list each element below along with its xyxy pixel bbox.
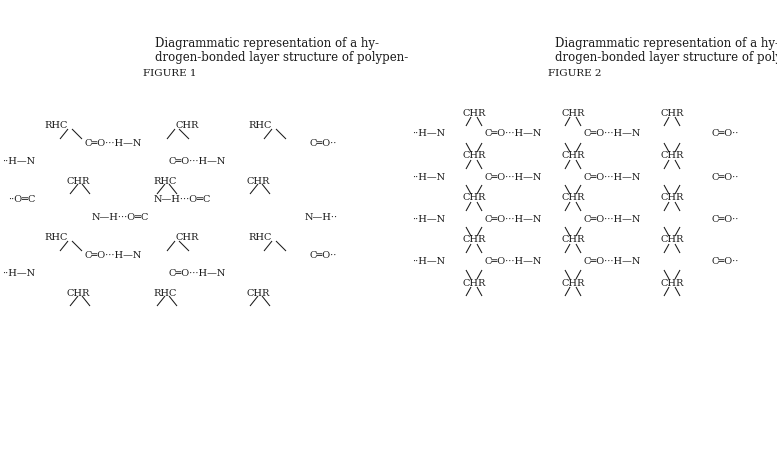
Text: C═O··: C═O·· bbox=[712, 258, 740, 267]
Text: CHR: CHR bbox=[660, 279, 684, 287]
Text: ··H—N: ··H—N bbox=[412, 258, 445, 267]
Text: CHR: CHR bbox=[462, 109, 486, 118]
Text: CHR: CHR bbox=[175, 234, 198, 243]
Text: FIGURE 2: FIGURE 2 bbox=[549, 69, 601, 78]
Text: C═O··: C═O·· bbox=[712, 129, 740, 138]
Text: CHR: CHR bbox=[66, 289, 89, 298]
Text: C═O···H—N: C═O···H—N bbox=[584, 258, 641, 267]
Text: drogen-bonded layer structure of polypen-: drogen-bonded layer structure of polypen… bbox=[555, 51, 777, 64]
Text: C═O··: C═O·· bbox=[310, 139, 337, 148]
Text: RHC: RHC bbox=[44, 121, 68, 130]
Text: C═O··: C═O·· bbox=[712, 215, 740, 224]
Text: C═O··: C═O·· bbox=[310, 250, 337, 259]
Text: Diagrammatic representation of a hy-: Diagrammatic representation of a hy- bbox=[555, 37, 777, 50]
Text: C═O···H—N: C═O···H—N bbox=[484, 129, 542, 138]
Text: RHC: RHC bbox=[153, 176, 176, 185]
Text: ··O═C: ··O═C bbox=[8, 194, 35, 203]
Text: CHR: CHR bbox=[246, 289, 270, 298]
Text: C═O···H—N: C═O···H—N bbox=[169, 268, 225, 277]
Text: C═O···H—N: C═O···H—N bbox=[85, 139, 141, 148]
Text: C═O···H—N: C═O···H—N bbox=[584, 129, 641, 138]
Text: RHC: RHC bbox=[153, 289, 176, 298]
Text: C═O···H—N: C═O···H—N bbox=[85, 250, 141, 259]
Text: CHR: CHR bbox=[561, 193, 584, 202]
Text: RHC: RHC bbox=[249, 121, 272, 130]
Text: C═O···H—N: C═O···H—N bbox=[169, 156, 225, 166]
Text: CHR: CHR bbox=[561, 279, 584, 287]
Text: C═O··: C═O·· bbox=[712, 172, 740, 181]
Text: RHC: RHC bbox=[249, 234, 272, 243]
Text: ··H—N: ··H—N bbox=[412, 215, 445, 224]
Text: C═O···H—N: C═O···H—N bbox=[484, 258, 542, 267]
Text: C═O···H—N: C═O···H—N bbox=[584, 215, 641, 224]
Text: ··H—N: ··H—N bbox=[2, 268, 35, 277]
Text: CHR: CHR bbox=[660, 152, 684, 161]
Text: CHR: CHR bbox=[462, 235, 486, 244]
Text: CHR: CHR bbox=[660, 235, 684, 244]
Text: CHR: CHR bbox=[660, 109, 684, 118]
Text: CHR: CHR bbox=[462, 152, 486, 161]
Text: C═O···H—N: C═O···H—N bbox=[584, 172, 641, 181]
Text: FIGURE 1: FIGURE 1 bbox=[143, 69, 197, 78]
Text: CHR: CHR bbox=[175, 121, 198, 130]
Text: N—H···O═C: N—H···O═C bbox=[92, 212, 148, 221]
Text: CHR: CHR bbox=[66, 176, 89, 185]
Text: C═O···H—N: C═O···H—N bbox=[484, 215, 542, 224]
Text: CHR: CHR bbox=[561, 109, 584, 118]
Text: ··H—N: ··H—N bbox=[2, 156, 35, 166]
Text: ··H—N: ··H—N bbox=[412, 172, 445, 181]
Text: RHC: RHC bbox=[44, 234, 68, 243]
Text: CHR: CHR bbox=[660, 193, 684, 202]
Text: CHR: CHR bbox=[561, 152, 584, 161]
Text: N—H··: N—H·· bbox=[305, 212, 338, 221]
Text: C═O···H—N: C═O···H—N bbox=[484, 172, 542, 181]
Text: drogen-bonded layer structure of polypen-: drogen-bonded layer structure of polypen… bbox=[155, 51, 408, 64]
Text: CHR: CHR bbox=[462, 279, 486, 287]
Text: N—H···O═C: N—H···O═C bbox=[153, 194, 211, 203]
Text: CHR: CHR bbox=[462, 193, 486, 202]
Text: CHR: CHR bbox=[246, 176, 270, 185]
Text: CHR: CHR bbox=[561, 235, 584, 244]
Text: ··H—N: ··H—N bbox=[412, 129, 445, 138]
Text: Diagrammatic representation of a hy-: Diagrammatic representation of a hy- bbox=[155, 37, 379, 50]
